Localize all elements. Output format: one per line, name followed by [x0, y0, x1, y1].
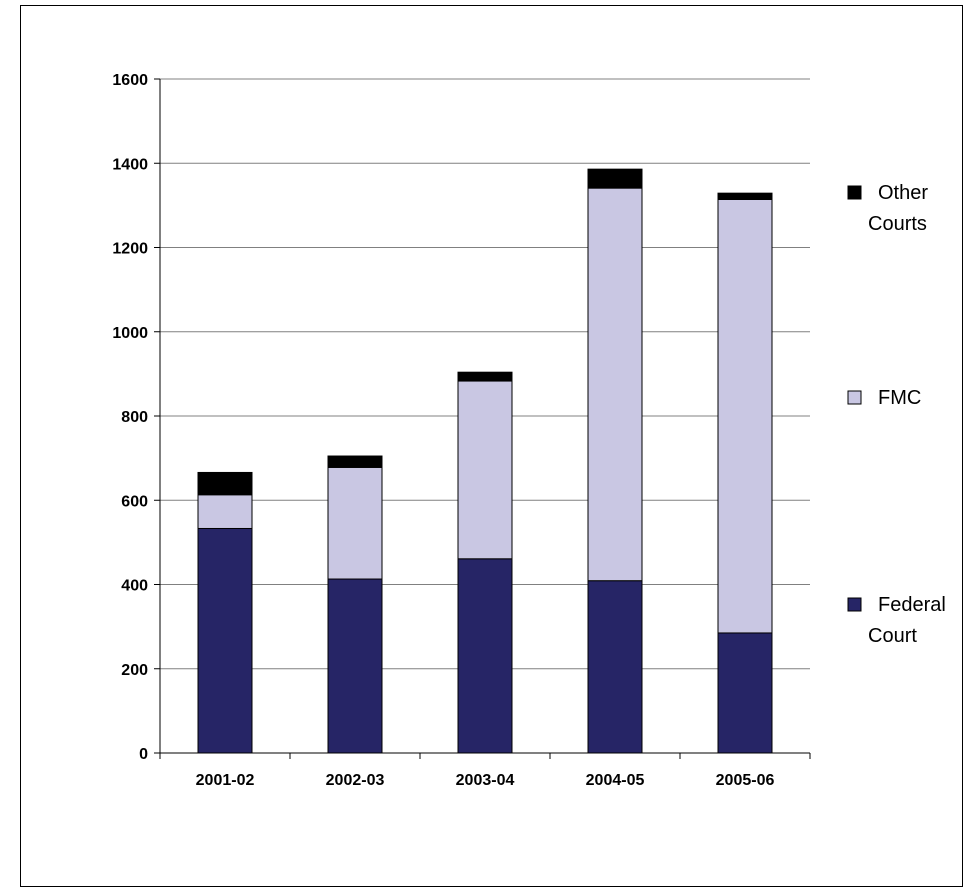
legend-label-federal-court: Federal [878, 594, 946, 616]
x-tick-label: 2001-02 [196, 772, 255, 789]
bar-fmc [197, 494, 253, 529]
gridlines [160, 78, 810, 670]
legend-label-other-courts-line2: Courts [868, 213, 927, 235]
bar-federal-court [327, 578, 383, 754]
y-tick-label: 1400 [112, 156, 148, 173]
bar-other-courts [197, 471, 253, 496]
y-tick-label: 1000 [112, 325, 148, 342]
legend-swatch-federal-court [847, 597, 862, 612]
bar-fmc [717, 198, 773, 634]
legend-swatch-fmc [847, 390, 862, 405]
bar-other-courts [327, 455, 383, 468]
bars [197, 168, 773, 754]
bar-other-courts [457, 371, 513, 382]
bar-federal-court [457, 558, 513, 754]
x-tick-label: 2004-05 [586, 772, 645, 789]
y-tick-label: 1600 [112, 72, 148, 89]
bar-fmc [327, 466, 383, 580]
legend-label-fmc: FMC [878, 387, 921, 409]
bar-fmc [457, 380, 513, 560]
legend-label-federal-court-line2: Court [868, 625, 917, 647]
bar-other-courts [717, 192, 773, 200]
bar-federal-court [717, 632, 773, 754]
y-tick-labels: 0 200 400 600 800 1000 1200 1400 1600 [112, 72, 148, 763]
y-tick-label: 600 [121, 493, 148, 510]
x-tick-label: 2005-06 [716, 772, 775, 789]
legend-label-other-courts: Other [878, 182, 928, 204]
y-tick-label: 0 [139, 746, 148, 763]
legend-swatch-other-courts [847, 185, 862, 200]
x-tick-labels: 2001-02 2002-03 2003-04 2004-05 2005-06 [196, 772, 775, 789]
bar-federal-court [197, 527, 253, 754]
y-tick-label: 400 [121, 578, 148, 595]
axes [154, 78, 811, 759]
bar-fmc [587, 187, 643, 582]
x-tick-label: 2003-04 [456, 772, 515, 789]
y-tick-label: 800 [121, 409, 148, 426]
y-tick-label: 1200 [112, 241, 148, 258]
bar-other-courts [587, 168, 643, 189]
bar-federal-court [587, 580, 643, 754]
legend: Other Courts FMC Federal Court [847, 182, 946, 647]
x-tick-label: 2002-03 [326, 772, 385, 789]
y-tick-label: 200 [121, 662, 148, 679]
